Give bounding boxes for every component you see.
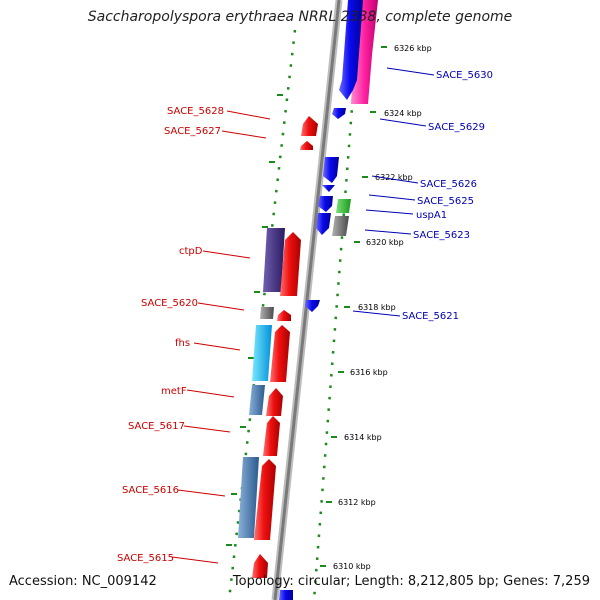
gene-SACE_5620	[277, 310, 291, 321]
leader-line	[386, 67, 435, 76]
gene-metF	[266, 388, 283, 416]
leader-line	[364, 229, 412, 235]
topology-text: Topology: circular; Length: 8,212,805 bp…	[232, 574, 590, 589]
gene-bottom-blue	[279, 590, 293, 600]
labels-right: SACE_5630 SACE_5629 SACE_5626 SACE_5625 …	[402, 70, 493, 322]
gene-fhs	[270, 325, 290, 382]
leader-line	[371, 175, 419, 184]
accession-text: Accession: NC_009142	[9, 574, 157, 589]
leader-line	[183, 425, 231, 433]
gene-SACE_5620-gray	[260, 307, 274, 319]
label-leaders	[171, 67, 435, 564]
leader-line	[365, 209, 414, 215]
gene-SACE_5616-steel	[238, 457, 259, 538]
gene-label: fhs	[175, 338, 190, 349]
gene-SACE_5627	[300, 141, 313, 150]
leader-line	[186, 389, 235, 398]
tick-label: 6320 kbp	[366, 238, 404, 247]
gene-SACE_5630	[339, 0, 363, 100]
leader-line	[352, 310, 401, 317]
leader-line	[226, 110, 271, 120]
leader-line	[193, 342, 241, 351]
gene-SACE_5630-pink	[351, 0, 378, 104]
leader-line	[221, 130, 267, 139]
gene-label: SACE_5620	[141, 298, 198, 309]
gene-label: SACE_5617	[128, 421, 185, 432]
leader-line	[368, 194, 416, 201]
leader-line	[177, 489, 226, 497]
leader-line	[202, 250, 251, 259]
gene-ctpD	[280, 232, 301, 296]
leader-line	[197, 302, 245, 311]
gene-ctpD-purple	[263, 228, 285, 292]
gene-fhs-cyan	[252, 325, 272, 381]
gene-label: SACE_5625	[417, 196, 474, 207]
forward-strand-features	[238, 116, 318, 600]
gene-label: SACE_5630	[436, 70, 493, 81]
gene-label: SACE_5626	[420, 179, 477, 190]
gene-SACE_5616	[254, 459, 276, 540]
tick-label: 6318 kbp	[358, 303, 396, 312]
gene-label: ctpD	[179, 246, 203, 257]
gene-SACE_5621	[305, 300, 320, 312]
tick-label: 6326 kbp	[394, 44, 432, 53]
leader-line	[171, 556, 219, 564]
gene-label: metF	[161, 386, 187, 397]
gene-SACE_5626-tip	[322, 185, 335, 192]
leader-line	[379, 118, 427, 127]
tick-label: 6314 kbp	[344, 433, 382, 442]
tick-label: 6316 kbp	[350, 368, 388, 377]
gene-SACE_5625	[318, 196, 333, 212]
gene-SACE_5629	[332, 108, 346, 119]
gene-metF-steel	[249, 385, 265, 415]
tick-label: 6322 kbp	[375, 173, 413, 182]
gene-label: SACE_5629	[428, 122, 485, 133]
gene-label: SACE_5616	[122, 485, 179, 496]
gene-SACE_5623-gray	[332, 216, 349, 236]
gene-label: SACE_5628	[167, 106, 224, 117]
reverse-strand-features	[305, 0, 378, 312]
tick-label: 6312 kbp	[338, 498, 376, 507]
gene-label: uspA1	[416, 210, 447, 221]
gene-label: SACE_5615	[117, 553, 174, 564]
map-title: Saccharopolyspora erythraea NRRL 2338, c…	[87, 9, 513, 25]
gene-uspA1	[336, 199, 351, 213]
gene-SACE_5623	[316, 213, 331, 235]
scale-ticks: 6326 kbp 6324 kbp 6322 kbp 6320 kbp 6318…	[226, 44, 432, 571]
gene-SACE_5615	[252, 554, 268, 578]
gene-SACE_5628	[301, 116, 318, 136]
labels-left: SACE_5628 SACE_5627 ctpD SACE_5620 fhs m…	[117, 106, 224, 564]
gene-SACE_5617	[263, 416, 280, 456]
gene-label: SACE_5621	[402, 311, 459, 322]
gene-label: SACE_5623	[413, 230, 470, 241]
gene-SACE_5626	[323, 157, 339, 183]
tick-label: 6324 kbp	[384, 109, 422, 118]
gene-label: SACE_5627	[164, 126, 221, 137]
tick-label: 6310 kbp	[333, 562, 371, 571]
